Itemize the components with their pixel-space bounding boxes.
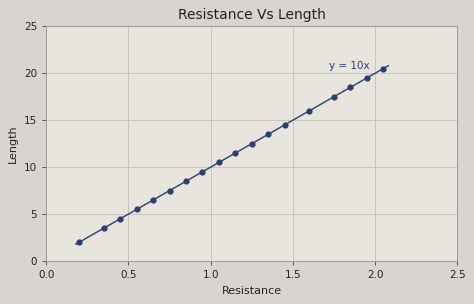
Point: [133, 207, 140, 212]
Point: [166, 188, 173, 193]
Point: [330, 94, 338, 99]
Point: [199, 169, 206, 174]
Point: [281, 123, 289, 127]
X-axis label: Resistance: Resistance: [222, 286, 282, 296]
Point: [306, 108, 313, 113]
Title: Resistance Vs Length: Resistance Vs Length: [178, 8, 326, 22]
Point: [75, 240, 83, 245]
Point: [264, 132, 272, 137]
Text: y = 10x: y = 10x: [329, 60, 370, 71]
Point: [248, 141, 255, 146]
Point: [215, 160, 223, 165]
Point: [346, 85, 354, 90]
Point: [380, 66, 387, 71]
Point: [149, 198, 157, 202]
Point: [100, 226, 108, 231]
Point: [231, 151, 239, 156]
Point: [182, 179, 190, 184]
Point: [117, 216, 124, 221]
Point: [363, 75, 371, 80]
Y-axis label: Length: Length: [9, 124, 18, 163]
